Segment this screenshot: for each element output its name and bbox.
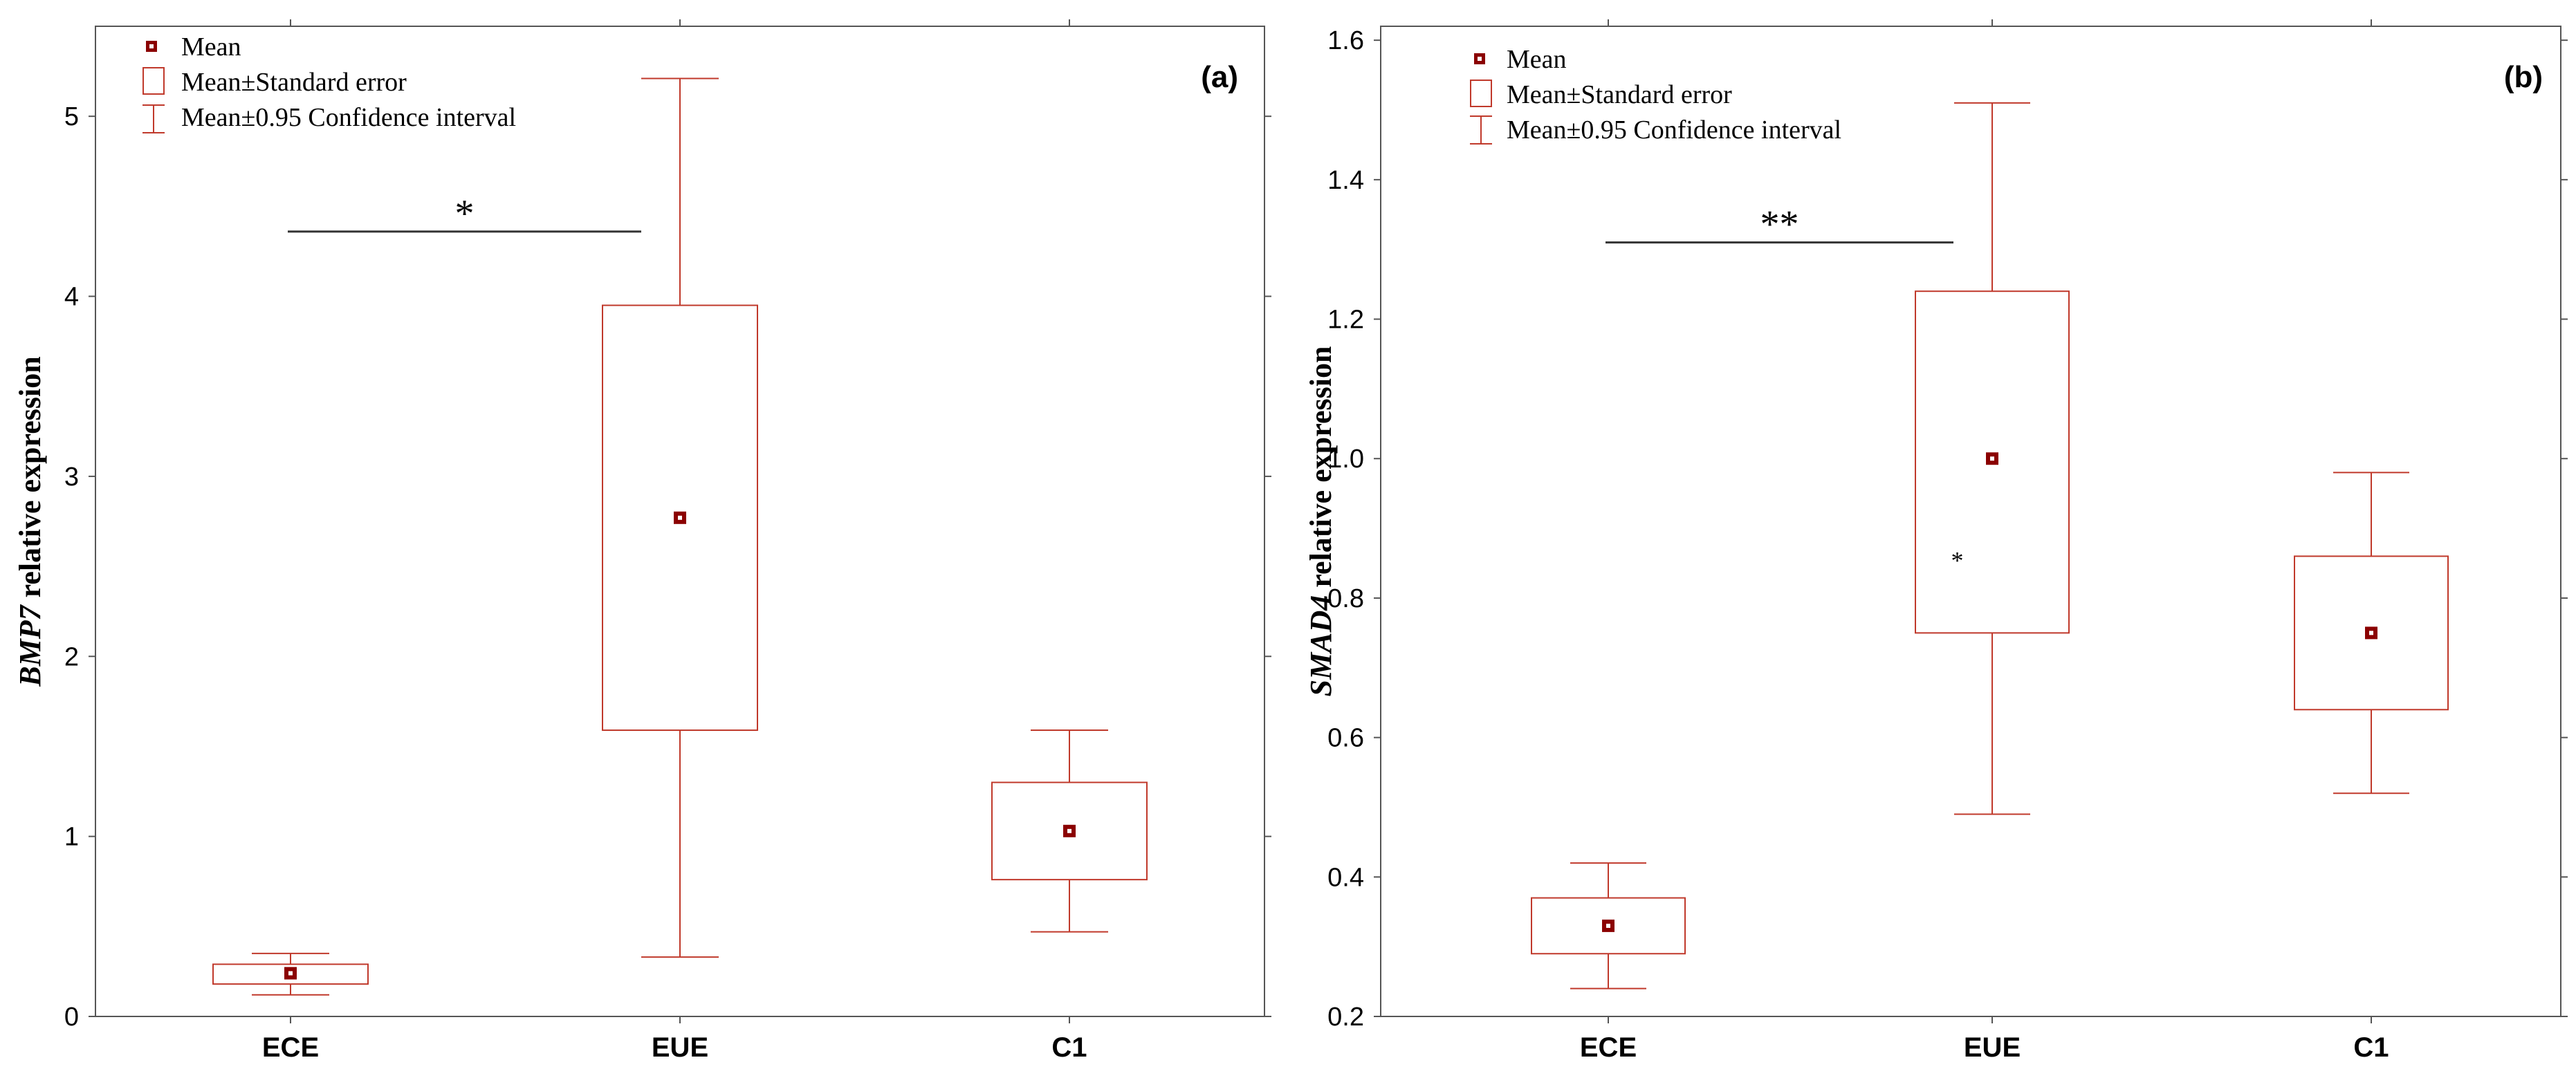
significance-label: ** [1760,203,1799,246]
panel-a: 0 1 2 3 4 5 ECE EUE C1 * (a) BMP7 relative expr… [13,19,1271,1063]
mean-marker-center [678,515,682,520]
category-label: ECE [262,1032,319,1063]
mean-marker-center [1606,923,1610,928]
legend-ci-label: Mean±0.95 Confidence interval [181,103,516,132]
outlier-marks: * [1951,546,1964,574]
significance-bracket: ** [1606,203,1953,246]
panel-label: (b) [2504,60,2543,94]
category-label: ECE [1580,1032,1637,1063]
mean-marker-center [288,971,293,976]
significance-bracket: * [288,192,641,235]
mean-marker-center [2369,631,2373,635]
legend: Mean Mean±Standard error Mean±0.95 Confi… [142,32,516,133]
legend-mean-label: Mean [1507,45,1567,74]
y-axis-gene: SMAD4 [1304,595,1338,697]
y-tick-label: 1.2 [1327,306,1364,335]
legend-se-marker [142,67,165,95]
y-tick-label: 0.4 [1327,863,1364,892]
panel-label: (a) [1201,60,1238,94]
category-label: C1 [2353,1032,2389,1063]
legend: Mean Mean±Standard error Mean±0.95 Confi… [1470,45,1841,145]
box-marks [1531,19,2449,1023]
y-ticks: 0 1 2 3 4 5 [64,102,1271,1032]
category-labels: ECE EUE C1 [1580,1032,2389,1063]
y-tick-label: 1.6 [1327,26,1364,55]
y-tick-label: 3 [64,463,79,492]
y-axis-label: BMP7 relative expression [13,356,47,687]
y-tick-label: 1.4 [1327,166,1364,195]
box-marks [212,19,1148,1023]
y-tick-label: 5 [64,102,79,131]
y-tick-label: 0.2 [1327,1003,1364,1032]
mean-marker-center [1990,456,1994,461]
category-label: EUE [652,1032,708,1063]
y-tick-label: 4 [64,283,79,312]
outlier-mark: * [1951,546,1964,574]
legend-ci-label: Mean±0.95 Confidence interval [1507,115,1841,145]
legend-se-label: Mean±Standard error [1507,80,1732,109]
legend-se-label: Mean±Standard error [181,68,407,97]
category-labels: ECE EUE C1 [262,1032,1087,1063]
y-tick-label: 1.0 [1327,445,1364,474]
legend-mean-marker-center [1478,57,1482,61]
y-axis-label: SMAD4 relative expression [1304,346,1338,697]
legend-mean-marker-center [149,44,154,48]
plot-frame [1380,26,2561,1017]
y-axis-gene: BMP7 [13,604,47,687]
mean-marker-center [1067,828,1071,833]
y-tick-label: 0.6 [1327,724,1364,753]
y-tick-label: 2 [64,642,79,671]
panel-b: 0.2 0.4 0.6 0.8 1.0 1.2 1.4 1.6 ECE EUE C1 ** * (… [1304,19,2568,1063]
y-tick-label: 0.8 [1327,584,1364,613]
y-ticks: 0.2 0.4 0.6 0.8 1.0 1.2 1.4 1.6 [1327,26,2568,1032]
category-label: EUE [1964,1032,2021,1063]
y-tick-label: 0 [64,1003,79,1032]
significance-label: * [455,192,475,235]
y-axis-suffix: relative expression [13,356,47,605]
legend-se-marker [1470,80,1492,107]
legend-mean-label: Mean [181,32,241,62]
y-tick-label: 1 [64,823,79,852]
y-axis-suffix: relative expression [1304,346,1338,595]
category-label: C1 [1051,1032,1087,1063]
